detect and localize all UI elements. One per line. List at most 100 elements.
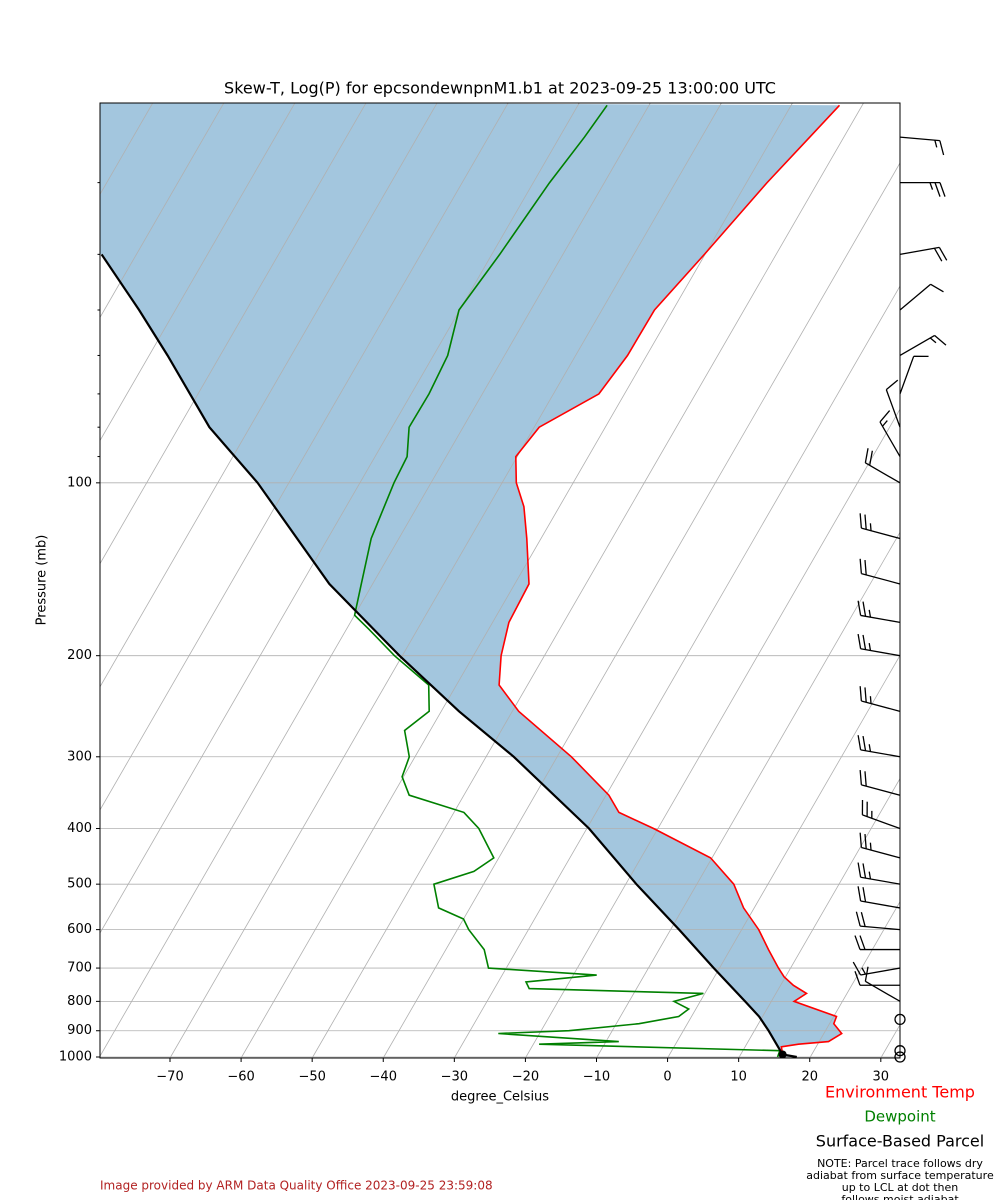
wind-barb <box>854 935 900 951</box>
calm-circle <box>894 1045 906 1057</box>
wind-barb <box>852 961 901 976</box>
barb-flag <box>857 862 862 878</box>
x-tick-label: 20 <box>801 1070 818 1085</box>
barb-staff <box>860 925 901 931</box>
profile-line <box>100 253 797 1058</box>
y-tick-label: 500 <box>67 877 92 892</box>
barb-flag <box>934 182 941 197</box>
wind-barb <box>899 283 944 311</box>
wind-barb <box>885 379 901 428</box>
wind-barb <box>859 832 901 859</box>
wind-barb <box>900 181 946 197</box>
barb-staff <box>860 900 901 909</box>
isotherm <box>809 900 900 1058</box>
barb-flag <box>859 686 863 702</box>
wind-barb <box>859 770 901 796</box>
isotherm <box>100 103 225 319</box>
wind-barb <box>855 911 901 931</box>
barb-flag <box>938 247 948 261</box>
wind-barb <box>899 136 945 156</box>
barb-flag <box>862 735 867 751</box>
barb-flag <box>885 379 899 391</box>
barb-staff <box>861 527 901 540</box>
barb-staff <box>899 334 935 357</box>
x-tick-label: −50 <box>298 1070 325 1085</box>
barb-half <box>929 182 934 190</box>
isotherm <box>100 103 509 811</box>
isotherm <box>240 103 793 1058</box>
calm-circle <box>894 1051 906 1063</box>
barb-staff <box>861 784 901 796</box>
barb-staff <box>861 572 901 585</box>
x-tick-label: 10 <box>730 1070 747 1085</box>
isotherm <box>100 103 438 688</box>
barb-half <box>868 609 872 618</box>
wind-barb <box>859 686 901 712</box>
chart-title: Skew-T, Log(P) for epcsondewnpnM1.b1 at … <box>224 79 776 98</box>
wind-barb <box>864 966 901 1002</box>
isotherm <box>169 103 722 1058</box>
wind-barb <box>899 246 948 262</box>
barb-staff <box>899 283 932 311</box>
barb-staff <box>860 749 901 758</box>
barb-staff <box>879 421 901 457</box>
barb-flag <box>864 514 867 530</box>
y-tick-label: 800 <box>67 994 92 1009</box>
barb-flag <box>864 560 867 575</box>
x-tick-label: −60 <box>227 1070 254 1085</box>
profile-line <box>353 104 781 1058</box>
y-axis-label: Pressure (mb) <box>35 535 50 626</box>
isotherm <box>453 285 900 1058</box>
wind-barb <box>857 862 901 885</box>
y-tick-label: 200 <box>67 648 92 663</box>
isotherm <box>311 103 864 1058</box>
wind-barb <box>899 355 929 395</box>
barb-half <box>861 967 867 975</box>
note-line: follows moist adiabat <box>841 1193 959 1200</box>
barb-staff <box>860 614 901 624</box>
x-axis-label: degree_Celsius <box>451 1090 549 1105</box>
y-tick-label: 1000 <box>59 1050 92 1065</box>
barb-flag <box>864 687 867 703</box>
barb-staff <box>885 389 901 428</box>
wind-barb <box>899 334 947 357</box>
y-tick-label: 400 <box>67 821 92 836</box>
legend-entry: Dewpoint <box>864 1108 935 1126</box>
barb-staff <box>860 648 901 657</box>
barb-flag <box>857 600 862 616</box>
plot-frame <box>99 102 901 1059</box>
y-tick-label: 600 <box>67 922 92 937</box>
wind-barb <box>857 633 901 657</box>
barb-staff <box>899 356 915 395</box>
x-tick-label: 0 <box>663 1070 671 1085</box>
wind-barb <box>854 971 900 986</box>
barb-flag <box>852 961 862 976</box>
note-line: NOTE: Parcel trace follows dry <box>817 1157 983 1170</box>
x-tick-label: −20 <box>512 1070 539 1085</box>
lcl-dot <box>778 1050 787 1059</box>
barb-staff <box>865 980 901 1002</box>
barb-half <box>868 871 872 880</box>
cape-fill <box>100 103 842 1058</box>
barb-flag <box>859 832 863 848</box>
wind-barb <box>859 513 901 540</box>
barb-half <box>934 140 938 148</box>
barb-flag <box>862 863 867 879</box>
isotherm <box>738 777 900 1058</box>
barb-flag <box>859 770 863 785</box>
barb-staff <box>899 246 940 255</box>
barb-flag <box>930 283 944 293</box>
x-tick-label: 30 <box>873 1070 890 1085</box>
note-line: adiabat from surface temperature <box>806 1169 994 1182</box>
barb-staff <box>860 876 901 885</box>
barb-half <box>868 643 872 651</box>
wind-barb <box>857 600 901 624</box>
note-line: up to LCL at dot then <box>842 1181 959 1194</box>
isotherm <box>100 103 580 934</box>
barb-flag <box>859 558 863 574</box>
barb-half <box>869 842 872 851</box>
barb-flag <box>879 410 891 423</box>
barb-staff <box>865 462 901 484</box>
footer: Image provided by ARM Data Quality Offic… <box>100 1179 493 1193</box>
